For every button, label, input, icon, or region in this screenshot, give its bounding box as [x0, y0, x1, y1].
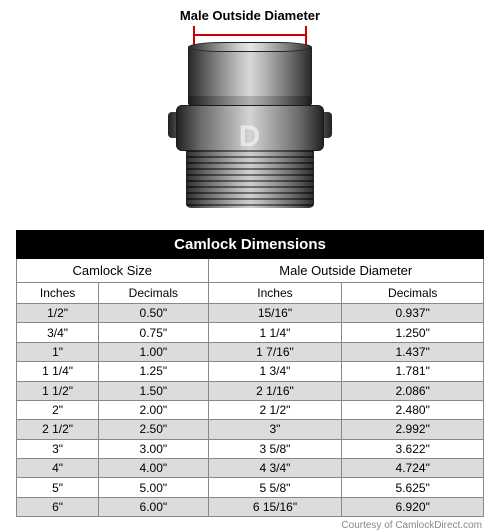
dimension-label: Male Outside Diameter: [180, 8, 320, 23]
table-cell: 4 3/4": [208, 459, 342, 478]
table-cell: 15/16": [208, 304, 342, 323]
table-row: 6"6.00"6 15/16"6.920": [17, 497, 484, 516]
table-cell: 2 1/2": [17, 420, 99, 439]
table-cell: 4.00": [99, 459, 208, 478]
table-row: 3"3.00"3 5/8"3.622": [17, 439, 484, 458]
table-cell: 1/2": [17, 304, 99, 323]
table-row: 1 1/2"1.50"2 1/16"2.086": [17, 381, 484, 400]
table-cell: 1 1/4": [17, 362, 99, 381]
table-cell: 2.00": [99, 400, 208, 419]
table-cell: 6": [17, 497, 99, 516]
camlock-fitting-illustration: D: [170, 42, 330, 212]
table-cell: 5 5/8": [208, 478, 342, 497]
table-cell: 0.50": [99, 304, 208, 323]
table-cell: 3 5/8": [208, 439, 342, 458]
subhead-inches-1: Inches: [17, 283, 99, 304]
table-row: 1/2"0.50"15/16"0.937": [17, 304, 484, 323]
table-cell: 4.724": [342, 459, 484, 478]
table-cell: 1 1/2": [17, 381, 99, 400]
table-cell: 1.50": [99, 381, 208, 400]
table-cell: 6.00": [99, 497, 208, 516]
table-title: Camlock Dimensions: [17, 231, 484, 259]
table-cell: 3": [17, 439, 99, 458]
table-row: 1 1/4"1.25"1 3/4"1.781": [17, 362, 484, 381]
table-row: 4"4.00"4 3/4"4.724": [17, 459, 484, 478]
table-cell: 1.00": [99, 342, 208, 361]
dimensions-table: Camlock Dimensions Camlock Size Male Out…: [16, 230, 484, 517]
table-cell: 1 7/16": [208, 342, 342, 361]
courtesy-text: Courtesy of CamlockDirect.com: [0, 517, 500, 531]
table-cell: 1.781": [342, 362, 484, 381]
table-cell: 2.50": [99, 420, 208, 439]
table-cell: 2.992": [342, 420, 484, 439]
table-cell: 0.75": [99, 323, 208, 342]
table-cell: 2.480": [342, 400, 484, 419]
dimensions-table-wrap: Camlock Dimensions Camlock Size Male Out…: [0, 230, 500, 517]
table-cell: 1.250": [342, 323, 484, 342]
table-cell: 2 1/2": [208, 400, 342, 419]
table-cell: 5": [17, 478, 99, 497]
table-cell: 2.086": [342, 381, 484, 400]
subhead-decimals-1: Decimals: [99, 283, 208, 304]
bracket-line: [193, 34, 307, 36]
table-row: 2 1/2"2.50"3"2.992": [17, 420, 484, 439]
fitting-upper-body: [188, 47, 312, 103]
table-cell: 1": [17, 342, 99, 361]
table-cell: 6 15/16": [208, 497, 342, 516]
table-cell: 1 3/4": [208, 362, 342, 381]
table-body: 1/2"0.50"15/16"0.937"3/4"0.75"1 1/4"1.25…: [17, 304, 484, 517]
subhead-decimals-2: Decimals: [342, 283, 484, 304]
table-cell: 3.00": [99, 439, 208, 458]
table-cell: 3.622": [342, 439, 484, 458]
table-cell: 2 1/16": [208, 381, 342, 400]
subhead-inches-2: Inches: [208, 283, 342, 304]
fitting-collar: [176, 105, 324, 151]
table-cell: 3/4": [17, 323, 99, 342]
fitting-top-rim: [188, 42, 312, 52]
table-cell: 3": [208, 420, 342, 439]
table-cell: 5.00": [99, 478, 208, 497]
table-row: 5"5.00"5 5/8"5.625": [17, 478, 484, 497]
table-cell: 1.437": [342, 342, 484, 361]
fitting-threads: [186, 150, 314, 208]
table-row: 2"2.00"2 1/2"2.480": [17, 400, 484, 419]
table-row: 1"1.00"1 7/16"1.437": [17, 342, 484, 361]
table-cell: 6.920": [342, 497, 484, 516]
table-cell: 1.25": [99, 362, 208, 381]
table-cell: 5.625": [342, 478, 484, 497]
group-header-size: Camlock Size: [17, 259, 209, 283]
table-cell: 0.937": [342, 304, 484, 323]
table-cell: 1 1/4": [208, 323, 342, 342]
table-cell: 2": [17, 400, 99, 419]
diagram-area: Male Outside Diameter D: [0, 0, 500, 230]
group-header-mod: Male Outside Diameter: [208, 259, 483, 283]
table-cell: 4": [17, 459, 99, 478]
table-row: 3/4"0.75"1 1/4"1.250": [17, 323, 484, 342]
